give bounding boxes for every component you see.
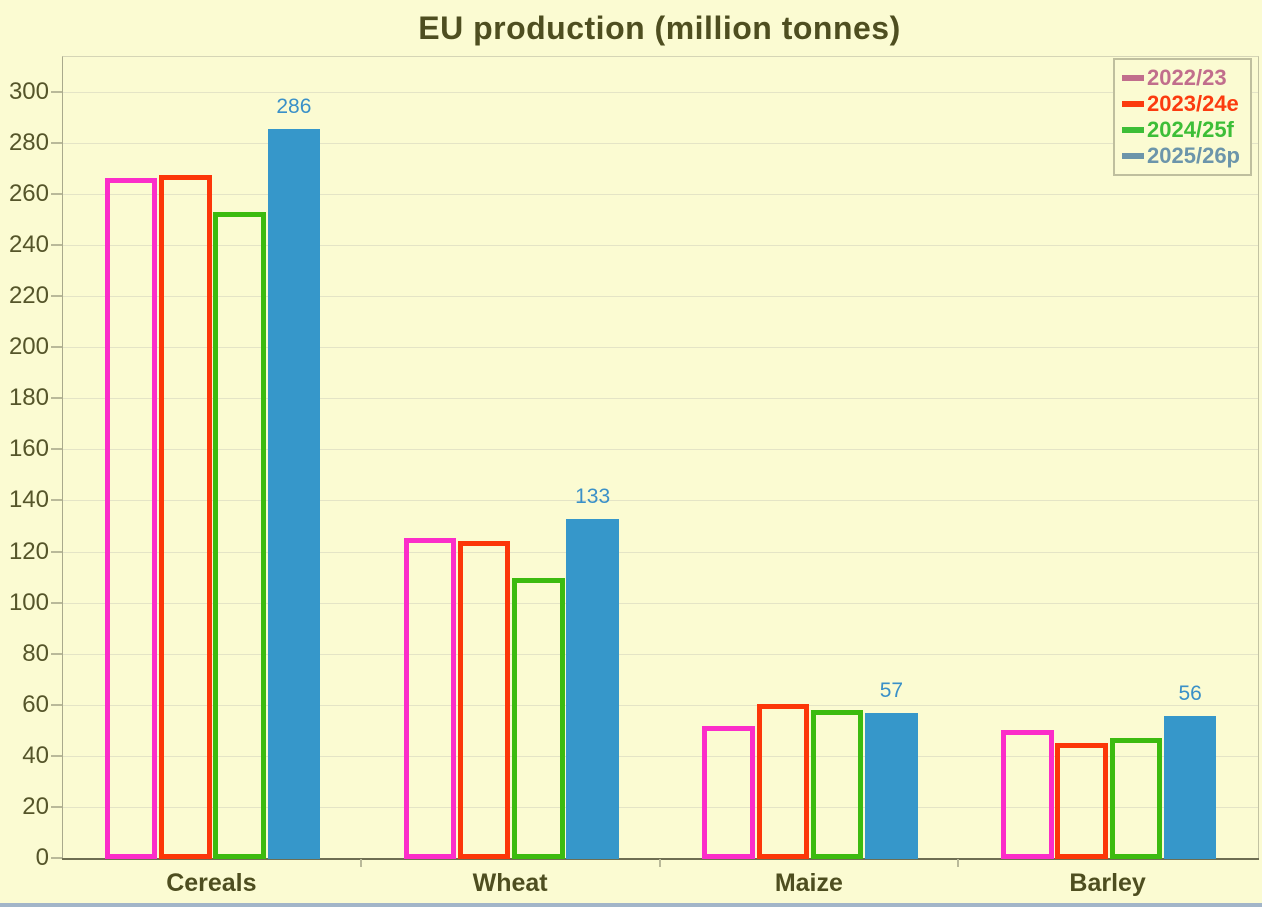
x-axis-category-label: Cereals xyxy=(166,869,257,897)
y-axis-tick-label: 180 xyxy=(8,384,49,412)
y-axis-tick-label: 240 xyxy=(8,231,49,258)
legend-label: 2022/23 xyxy=(1147,65,1227,90)
y-axis-tick-mark xyxy=(51,141,62,144)
y-axis-tick-label: 260 xyxy=(8,179,49,207)
y-axis-tick-mark xyxy=(51,550,62,553)
bar-maize-2023-24e xyxy=(756,704,810,859)
bar-wheat-2023-24e xyxy=(457,541,511,859)
x-axis-tick-mark xyxy=(957,859,960,867)
y-axis-tick-label: 20 xyxy=(22,792,49,820)
y-axis-tick-mark xyxy=(51,244,62,246)
x-axis-category-label: Barley xyxy=(1069,869,1146,897)
gridline xyxy=(63,245,1258,247)
x-axis-tick-mark xyxy=(658,859,661,867)
gridline xyxy=(63,500,1258,502)
bar-cereals-2025-26p xyxy=(267,128,321,859)
bar-wheat-2022-23 xyxy=(403,538,457,859)
bar-group-barley: 56 xyxy=(1000,57,1217,859)
legend-item: 2024/25f xyxy=(1122,117,1240,143)
legend-label: 2025/26p xyxy=(1147,143,1240,168)
bar-value-label: 286 xyxy=(276,94,312,118)
bar-value-label: 56 xyxy=(1178,681,1202,705)
y-axis-tick-mark xyxy=(51,754,62,757)
y-axis-tick-label: 300 xyxy=(8,77,49,105)
x-axis-category-label: Wheat xyxy=(472,869,548,897)
gridline xyxy=(63,653,1258,655)
bar-group-wheat: 133 xyxy=(403,57,620,859)
bar-wheat-2025-26p xyxy=(566,519,619,859)
legend-label: 2023/24e xyxy=(1147,91,1239,116)
bar-group-maize: 57 xyxy=(701,57,918,859)
legend: 2022/23 2023/24e 2024/25f 2025/26p xyxy=(1113,58,1252,176)
bar-value-label: 57 xyxy=(879,679,904,703)
y-axis-tick-label: 140 xyxy=(8,486,49,514)
gridline xyxy=(63,551,1258,553)
y-axis-tick-label: 60 xyxy=(22,690,49,718)
legend-swatch-2024-25f xyxy=(1122,127,1145,133)
y-axis-tick-label: 100 xyxy=(8,588,49,616)
legend-item: 2023/24e xyxy=(1122,91,1240,117)
gridline xyxy=(63,602,1258,604)
plot-area: 286 133 57 56 xyxy=(62,56,1259,860)
gridline xyxy=(63,806,1258,808)
y-axis-tick-label: 0 xyxy=(35,844,49,871)
y-axis-tick-mark xyxy=(51,448,62,451)
gridline xyxy=(63,398,1258,400)
y-axis-tick-label: 200 xyxy=(8,333,49,361)
bar-barley-2023-24e xyxy=(1055,742,1108,859)
x-axis-category-label: Maize xyxy=(774,869,843,897)
bar-barley-2022-23 xyxy=(1001,730,1054,859)
bar-group-cereals: 286 xyxy=(104,57,321,859)
legend-swatch-2023-24e xyxy=(1122,101,1145,107)
legend-item: 2025/26p xyxy=(1122,143,1240,169)
y-axis-tick-label: 220 xyxy=(8,282,49,310)
bar-value-label: 133 xyxy=(575,485,611,509)
y-axis-tick-label: 80 xyxy=(22,639,49,667)
gridline xyxy=(63,91,1258,93)
bar-cereals-2023-24e xyxy=(159,174,212,859)
y-axis-tick-mark xyxy=(51,346,62,349)
bar-barley-2025-26p xyxy=(1163,715,1217,859)
y-axis-tick-mark xyxy=(51,499,62,502)
chart-title: EU production (million tonnes) xyxy=(418,10,901,46)
bar-wheat-2024-25f xyxy=(512,578,565,859)
legend-label: 2024/25f xyxy=(1147,117,1234,142)
gridline xyxy=(63,755,1258,757)
gridline xyxy=(63,193,1258,195)
y-axis-tick-mark xyxy=(51,652,62,655)
x-axis-tick-mark xyxy=(359,859,362,867)
gridline xyxy=(63,347,1258,349)
y-axis-tick-label: 40 xyxy=(22,741,49,769)
y-axis-tick-mark xyxy=(51,192,62,195)
legend-swatch-2022-23 xyxy=(1122,75,1145,81)
y-axis-tick-mark xyxy=(51,295,62,298)
y-axis-tick-mark xyxy=(51,805,62,808)
bar-maize-2024-25f xyxy=(810,709,864,859)
x-axis-baseline xyxy=(62,858,1259,860)
legend-item: 2022/23 xyxy=(1122,65,1240,91)
y-axis-tick-mark xyxy=(51,703,62,706)
bar-cereals-2024-25f xyxy=(213,211,266,859)
y-axis-tick-mark xyxy=(51,857,62,859)
bar-maize-2022-23 xyxy=(702,726,755,859)
gridline xyxy=(63,449,1258,451)
legend-swatch-2025-26p xyxy=(1122,153,1145,159)
gridline xyxy=(63,142,1258,144)
bar-maize-2025-26p xyxy=(865,713,918,859)
y-axis-tick-mark xyxy=(51,397,62,400)
y-axis-tick-mark xyxy=(51,601,62,604)
gridline xyxy=(63,296,1258,298)
y-axis-tick-label: 280 xyxy=(8,128,49,156)
window-edge-strip xyxy=(0,903,1262,907)
bar-barley-2024-25f xyxy=(1109,737,1163,859)
bar-cereals-2022-23 xyxy=(104,178,158,859)
y-axis-tick-mark xyxy=(51,90,62,93)
gridline xyxy=(63,704,1258,706)
y-axis-tick-label: 120 xyxy=(8,537,49,565)
y-axis-tick-label: 160 xyxy=(8,435,49,463)
